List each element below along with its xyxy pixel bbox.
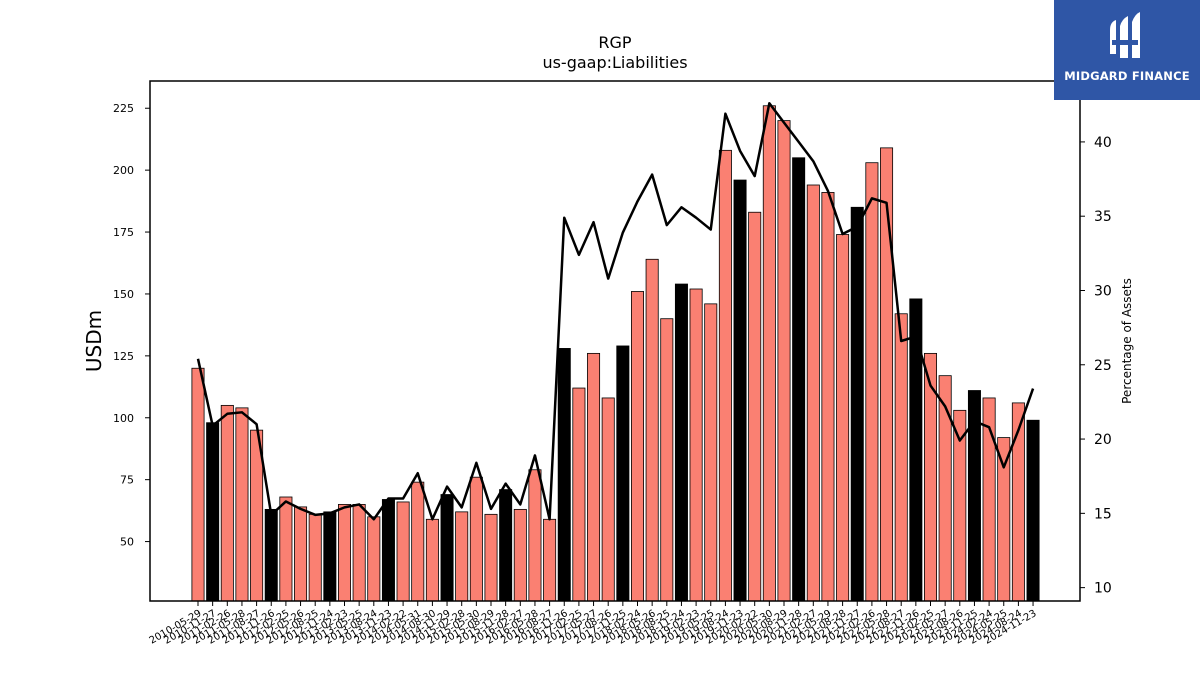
y-tick-label: 175 [113, 226, 134, 239]
bar [850, 206, 864, 602]
y2-axis-label: Percentage of Assets [1120, 278, 1134, 404]
y2-tick-label: 15 [1094, 506, 1112, 522]
bar [337, 504, 351, 602]
bar [191, 367, 205, 602]
chart-title: RGP [598, 33, 632, 52]
y2-tick-label: 25 [1094, 358, 1112, 374]
y-axis: 50 75 100 125 150 175 200 225 [113, 102, 150, 549]
y2-tick-label: 10 [1094, 581, 1112, 597]
bar [1026, 419, 1040, 602]
bar [792, 157, 806, 602]
bar [308, 513, 322, 602]
bar [894, 313, 908, 602]
bar [616, 345, 630, 602]
bar [806, 184, 820, 602]
bar [264, 508, 278, 602]
bar [762, 105, 776, 602]
x-axis: 2010-05-292010-11-272011-02-262011-05-28… [148, 601, 1039, 647]
bar [733, 179, 747, 602]
bar [587, 352, 601, 602]
bar [748, 211, 762, 602]
percentage-line-series [196, 102, 1035, 521]
bar [484, 513, 498, 602]
y2-axis: 10 15 20 25 30 35 40 [1080, 135, 1112, 597]
percentage-line [196, 102, 1035, 521]
bar [660, 318, 674, 602]
bar [499, 489, 513, 602]
bar [543, 518, 557, 602]
y-axis-label: USDm [82, 310, 106, 372]
bar [704, 303, 718, 602]
brand-name: MIDGARD FINANCE [1064, 69, 1190, 83]
bar [777, 120, 791, 602]
bar [821, 192, 835, 602]
plot-frame [149, 80, 1081, 602]
bar [865, 162, 879, 602]
bar [997, 437, 1011, 602]
bar [469, 476, 483, 602]
y2-tick-label: 40 [1094, 135, 1112, 151]
bar [235, 407, 249, 602]
bar [909, 298, 923, 602]
bar [718, 149, 732, 602]
bar [206, 422, 220, 602]
y-tick-label: 225 [113, 102, 134, 115]
bar [528, 469, 542, 602]
bar [689, 288, 703, 602]
y-tick-label: 50 [120, 536, 134, 549]
bar [396, 501, 410, 602]
bar [440, 494, 454, 602]
chart-subtitle: us-gaap:Liabilities [542, 53, 687, 72]
bar [367, 516, 381, 602]
y2-tick-label: 30 [1094, 283, 1112, 299]
bar [880, 147, 894, 602]
bar [513, 508, 527, 602]
y-tick-label: 125 [113, 350, 134, 363]
bar [674, 283, 688, 602]
bar [323, 511, 337, 602]
y-tick-label: 100 [113, 412, 134, 425]
bar [411, 481, 425, 602]
bar [294, 506, 308, 602]
y-tick-label: 75 [120, 474, 134, 487]
y2-tick-label: 20 [1094, 432, 1112, 448]
bar [381, 499, 395, 602]
bar [425, 518, 439, 602]
bar [601, 397, 615, 602]
bar [631, 291, 645, 602]
bar [645, 258, 659, 602]
brand-logo: MIDGARD FINANCE [1054, 0, 1200, 100]
y-tick-label: 150 [113, 288, 134, 301]
bar [352, 504, 366, 602]
midgard-logo-icon [1110, 12, 1140, 58]
bar [836, 234, 850, 602]
bar-series [191, 105, 1040, 602]
bar [572, 387, 586, 602]
bar [557, 348, 571, 602]
y2-tick-label: 35 [1094, 209, 1112, 225]
bar [455, 511, 469, 602]
bar [279, 496, 293, 602]
y-tick-label: 200 [113, 164, 134, 177]
bar [220, 404, 234, 602]
